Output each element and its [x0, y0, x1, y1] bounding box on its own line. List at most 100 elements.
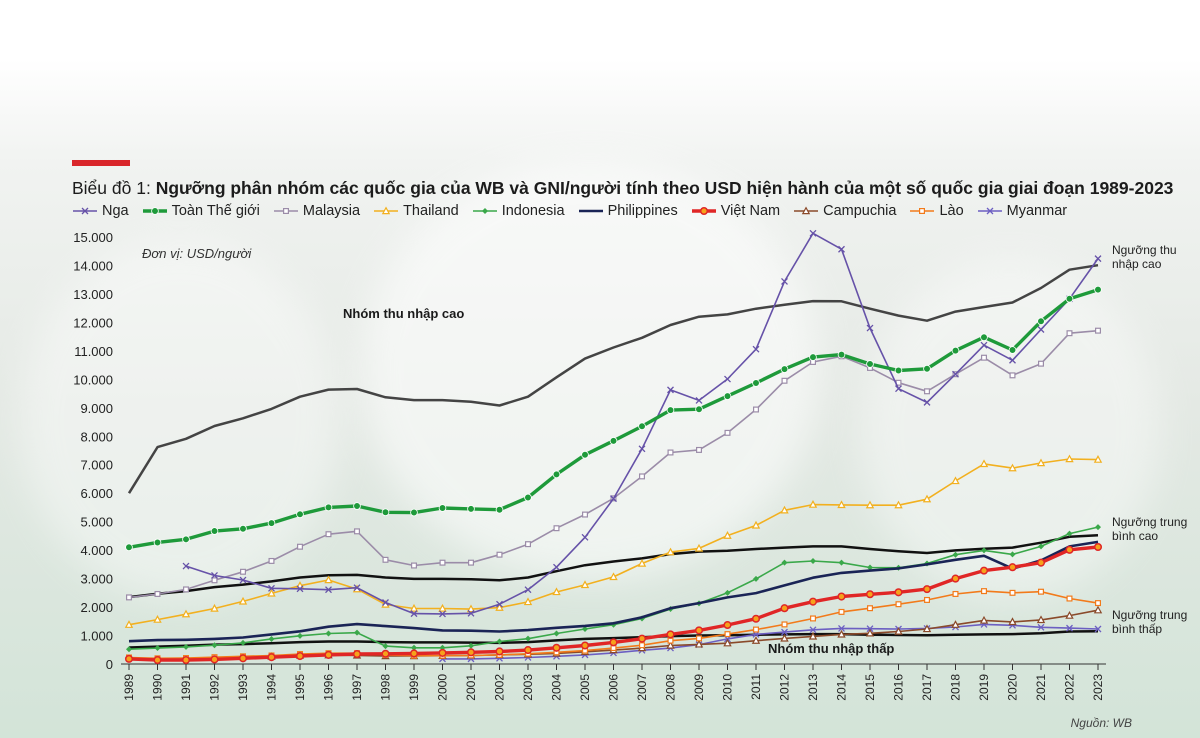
legend-swatch-marker — [81, 207, 89, 215]
x-tick-label: 2009 — [692, 674, 706, 701]
point-thailand — [466, 604, 476, 613]
point-thailand — [894, 500, 903, 509]
point-myanmar-stroke — [781, 628, 788, 636]
y-tick-label: 8.000 — [80, 429, 113, 444]
point-nga-stroke — [838, 245, 845, 253]
x-tick-label: 2017 — [920, 674, 934, 701]
point-nga-stroke — [895, 385, 902, 393]
legend-item-toan-the-gioi: Toàn Thế giới — [142, 203, 260, 219]
legend-item-viet-nam: Việt Nam — [691, 203, 780, 219]
legend-label: Indonesia — [501, 203, 565, 219]
legend-swatch-marker — [481, 208, 488, 214]
point-malaysia — [325, 531, 332, 538]
x-tick-label: 2021 — [1034, 674, 1048, 701]
point-viet-nam — [1008, 563, 1017, 572]
point-thailand — [751, 520, 761, 529]
point-nga-stroke — [182, 562, 190, 570]
legend-swatch-indonesia — [472, 208, 497, 214]
point-thailand — [181, 609, 191, 618]
point-indonesia — [781, 559, 788, 566]
point-viet-nam — [409, 649, 419, 658]
point-nga — [382, 599, 389, 606]
point-indonesia — [211, 642, 218, 649]
legend-label: Philippines — [607, 203, 678, 219]
point-toan-the-gioi — [239, 524, 247, 533]
point-nga — [923, 398, 931, 406]
point-nga-stroke — [467, 609, 475, 617]
point-indonesia — [753, 575, 759, 582]
point-malaysia — [382, 556, 389, 563]
point-toan-the-gioi — [410, 508, 418, 517]
point-viet-nam — [951, 574, 960, 583]
point-toan-the-gioi — [324, 503, 333, 512]
point-nga — [467, 609, 475, 617]
point-lao — [638, 642, 645, 649]
point-malaysia — [439, 559, 446, 566]
point-indonesia — [1066, 530, 1073, 537]
point-viet-nam — [495, 647, 504, 656]
point-campuchia — [1036, 615, 1046, 624]
point-viet-nam — [523, 646, 533, 655]
point-viet-nam — [438, 648, 447, 657]
point-nga — [268, 584, 275, 592]
point-lao — [809, 615, 816, 622]
point-indonesia — [325, 630, 332, 637]
point-thailand — [238, 596, 248, 605]
point-nga-stroke — [439, 610, 446, 618]
point-thailand — [552, 587, 561, 596]
point-viet-nam — [751, 614, 761, 623]
legend-item-malaysia: Malaysia — [273, 203, 360, 219]
legend-label: Thailand — [403, 203, 459, 219]
point-indonesia — [553, 630, 560, 637]
point-lao — [781, 621, 788, 628]
point-indonesia — [126, 646, 132, 653]
point-thailand — [324, 575, 333, 584]
point-malaysia — [496, 551, 503, 558]
point-lao — [1066, 595, 1073, 602]
point-thailand — [267, 588, 276, 597]
point-nga — [1037, 326, 1045, 333]
point-nga-stroke — [524, 586, 532, 594]
point-malaysia — [781, 377, 788, 384]
x-tick-label: 2008 — [664, 674, 678, 701]
point-nga-stroke — [496, 600, 503, 608]
point-nga — [809, 229, 817, 237]
point-indonesia — [582, 625, 588, 632]
point-viet-nam — [723, 620, 732, 630]
x-tick-label: 1997 — [350, 674, 364, 701]
point-indonesia — [1095, 524, 1101, 531]
point-toan-the-gioi — [153, 538, 162, 547]
point-lao — [1094, 600, 1101, 607]
point-malaysia — [695, 446, 702, 453]
point-indonesia — [496, 638, 503, 645]
point-toan-the-gioi — [581, 450, 589, 459]
point-thailand — [609, 572, 618, 581]
y-tick-label: 10.000 — [73, 372, 113, 387]
legend-swatch-thailand — [374, 206, 399, 215]
point-myanmar — [809, 626, 817, 634]
legend-swatch-campuchia — [794, 206, 819, 215]
y-tick-label: 5.000 — [80, 515, 113, 530]
point-toan-the-gioi — [1008, 346, 1017, 354]
point-nga-stroke — [1094, 255, 1102, 263]
point-lao — [952, 590, 959, 597]
legend-swatch-marker — [699, 206, 708, 216]
point-viet-nam — [210, 655, 219, 664]
x-tick-label: 1990 — [151, 674, 165, 701]
point-thailand — [951, 476, 960, 485]
point-indonesia — [724, 589, 731, 596]
point-myanmar — [838, 624, 845, 632]
point-viet-nam — [580, 641, 590, 650]
point-toan-the-gioi — [467, 505, 475, 513]
point-malaysia — [1037, 360, 1044, 367]
point-thailand — [1093, 455, 1103, 463]
point-indonesia — [952, 551, 959, 558]
x-tick-label: 1996 — [322, 674, 336, 701]
point-toan-the-gioi — [723, 392, 732, 400]
point-toan-the-gioi — [837, 350, 846, 359]
chart-legend: Nga Toàn Thế giới Malaysia Thailand Indonesi… — [72, 203, 1080, 219]
point-nga — [496, 600, 503, 608]
legend-label: Lào — [939, 203, 964, 219]
point-toan-the-gioi — [638, 422, 646, 431]
point-campuchia — [694, 639, 704, 648]
